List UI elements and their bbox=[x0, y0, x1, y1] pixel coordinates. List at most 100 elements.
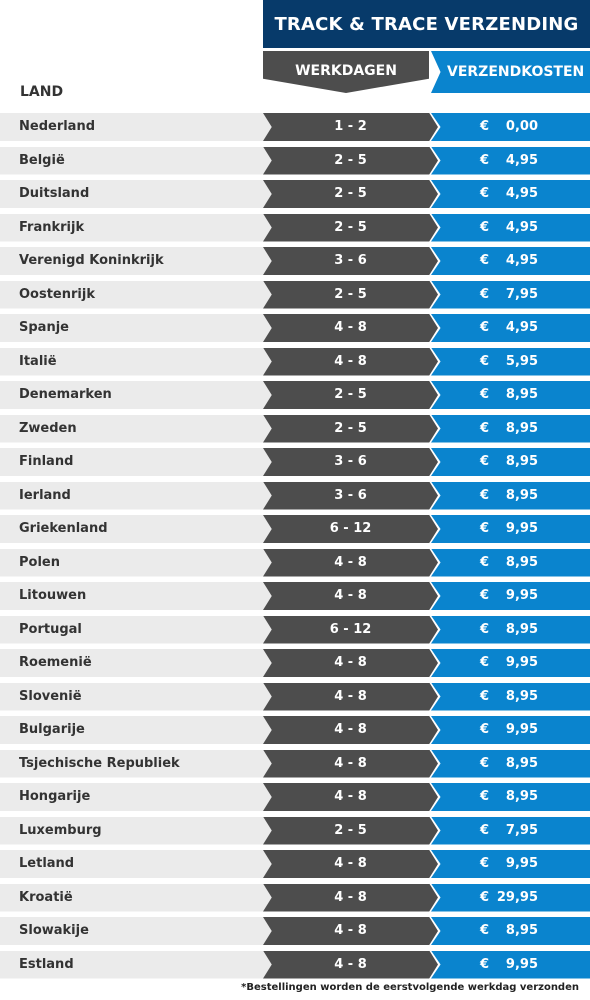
header-land: LAND bbox=[20, 84, 64, 100]
price-value: 4,95 bbox=[505, 152, 538, 168]
werkdagen-cell: 4 - 8 bbox=[263, 883, 438, 912]
verzendkosten-cell: €9,95 bbox=[431, 950, 590, 979]
table-row: Bulgarije 4 - 8 €9,95 bbox=[0, 716, 590, 744]
werkdagen-cell: 3 - 6 bbox=[263, 448, 438, 476]
verzendkosten-cell: €4,95 bbox=[431, 146, 590, 175]
verzendkosten-cell: €29,95 bbox=[431, 883, 590, 912]
country-cell: Slovenië bbox=[0, 682, 272, 711]
price-value: 4,95 bbox=[505, 253, 538, 268]
verzendkosten-cell: €4,95 bbox=[431, 213, 590, 242]
currency-symbol: € bbox=[480, 923, 490, 938]
table-row: Roemenië 4 - 8 €9,95 bbox=[0, 649, 590, 677]
country-cell: Nederland bbox=[0, 113, 272, 141]
currency-symbol: € bbox=[480, 889, 490, 905]
price-value: 8,95 bbox=[505, 688, 538, 704]
country-cell: Griekenland bbox=[0, 515, 272, 543]
header-werkdagen: WERKDAGEN bbox=[263, 51, 429, 93]
table-row: Finland 3 - 6 €8,95 bbox=[0, 448, 590, 476]
currency-symbol: € bbox=[480, 186, 490, 201]
table-title-banner: TRACK & TRACE VERZENDING bbox=[263, 0, 590, 48]
werkdagen-cell: 1 - 2 bbox=[263, 113, 438, 141]
verzendkosten-cell: €8,95 bbox=[431, 414, 590, 443]
price-value: 4,95 bbox=[505, 219, 538, 235]
verzendkosten-cell: €8,95 bbox=[431, 682, 590, 711]
table-row: Duitsland 2 - 5 €4,95 bbox=[0, 180, 590, 208]
table-row: Polen 4 - 8 €8,95 bbox=[0, 548, 590, 577]
currency-symbol: € bbox=[480, 420, 490, 436]
currency-symbol: € bbox=[480, 554, 490, 570]
verzendkosten-cell: €8,95 bbox=[431, 381, 590, 409]
currency-symbol: € bbox=[480, 286, 490, 302]
country-cell: België bbox=[0, 146, 272, 175]
country-cell: Slowakije bbox=[0, 917, 272, 945]
werkdagen-cell: 3 - 6 bbox=[263, 247, 438, 275]
country-cell: Zweden bbox=[0, 414, 272, 443]
shipping-table: Nederland 1 - 2 €0,00 België 2 - 5 €4,95 Duits… bbox=[0, 113, 590, 984]
werkdagen-cell: 4 - 8 bbox=[263, 347, 438, 376]
country-cell: Roemenië bbox=[0, 649, 272, 677]
werkdagen-cell: 2 - 5 bbox=[263, 414, 438, 443]
price-value: 5,95 bbox=[505, 353, 538, 369]
currency-symbol: € bbox=[480, 521, 490, 536]
country-cell: Luxemburg bbox=[0, 816, 272, 845]
price-value: 4,95 bbox=[505, 186, 538, 201]
price-value: 7,95 bbox=[505, 286, 538, 302]
table-row: Zweden 2 - 5 €8,95 bbox=[0, 414, 590, 443]
currency-symbol: € bbox=[480, 856, 490, 871]
country-cell: Verenigd Koninkrijk bbox=[0, 247, 272, 275]
verzendkosten-cell: €8,95 bbox=[431, 548, 590, 577]
country-cell: Oostenrijk bbox=[0, 280, 272, 309]
country-cell: Spanje bbox=[0, 314, 272, 342]
verzendkosten-cell: €8,95 bbox=[431, 749, 590, 778]
verzendkosten-cell: €8,95 bbox=[431, 615, 590, 644]
table-row: Letland 4 - 8 €9,95 bbox=[0, 850, 590, 878]
table-title: TRACK & TRACE VERZENDING bbox=[274, 13, 579, 35]
country-cell: Denemarken bbox=[0, 381, 272, 409]
currency-symbol: € bbox=[480, 454, 490, 469]
header-verzendkosten: VERZENDKOSTEN bbox=[431, 51, 590, 93]
table-row: Oostenrijk 2 - 5 €7,95 bbox=[0, 280, 590, 309]
verzendkosten-cell: €9,95 bbox=[431, 850, 590, 878]
price-value: 29,95 bbox=[496, 889, 538, 905]
currency-symbol: € bbox=[480, 688, 490, 704]
price-value: 7,95 bbox=[505, 822, 538, 838]
verzendkosten-cell: €9,95 bbox=[431, 515, 590, 543]
currency-symbol: € bbox=[480, 320, 490, 335]
currency-symbol: € bbox=[480, 655, 490, 670]
price-value: 8,95 bbox=[505, 387, 538, 402]
table-row: Slowakije 4 - 8 €8,95 bbox=[0, 917, 590, 945]
verzendkosten-cell: €9,95 bbox=[431, 716, 590, 744]
verzendkosten-cell: €8,95 bbox=[431, 917, 590, 945]
price-value: 4,95 bbox=[505, 320, 538, 335]
currency-symbol: € bbox=[480, 956, 490, 972]
werkdagen-cell: 4 - 8 bbox=[263, 582, 438, 610]
country-cell: Letland bbox=[0, 850, 272, 878]
price-value: 9,95 bbox=[505, 722, 538, 737]
price-value: 8,95 bbox=[505, 487, 538, 503]
werkdagen-cell: 4 - 8 bbox=[263, 548, 438, 577]
verzendkosten-cell: €7,95 bbox=[431, 816, 590, 845]
currency-symbol: € bbox=[480, 722, 490, 737]
verzendkosten-cell: €9,95 bbox=[431, 582, 590, 610]
country-cell: Litouwen bbox=[0, 582, 272, 610]
werkdagen-cell: 4 - 8 bbox=[263, 749, 438, 778]
currency-symbol: € bbox=[480, 152, 490, 168]
price-value: 8,95 bbox=[505, 454, 538, 469]
price-value: 9,95 bbox=[505, 956, 538, 972]
werkdagen-cell: 4 - 8 bbox=[263, 917, 438, 945]
currency-symbol: € bbox=[480, 487, 490, 503]
price-value: 9,95 bbox=[505, 521, 538, 536]
currency-symbol: € bbox=[480, 219, 490, 235]
price-value: 9,95 bbox=[505, 856, 538, 871]
verzendkosten-cell: €8,95 bbox=[431, 481, 590, 510]
country-cell: Frankrijk bbox=[0, 213, 272, 242]
currency-symbol: € bbox=[480, 789, 490, 804]
table-row: Denemarken 2 - 5 €8,95 bbox=[0, 381, 590, 409]
currency-symbol: € bbox=[480, 755, 490, 771]
verzendkosten-cell: €8,95 bbox=[431, 448, 590, 476]
country-cell: Estland bbox=[0, 950, 272, 979]
verzendkosten-cell: €4,95 bbox=[431, 247, 590, 275]
country-cell: Kroatië bbox=[0, 883, 272, 912]
table-row: Griekenland 6 - 12 €9,95 bbox=[0, 515, 590, 543]
price-value: 8,95 bbox=[505, 923, 538, 938]
